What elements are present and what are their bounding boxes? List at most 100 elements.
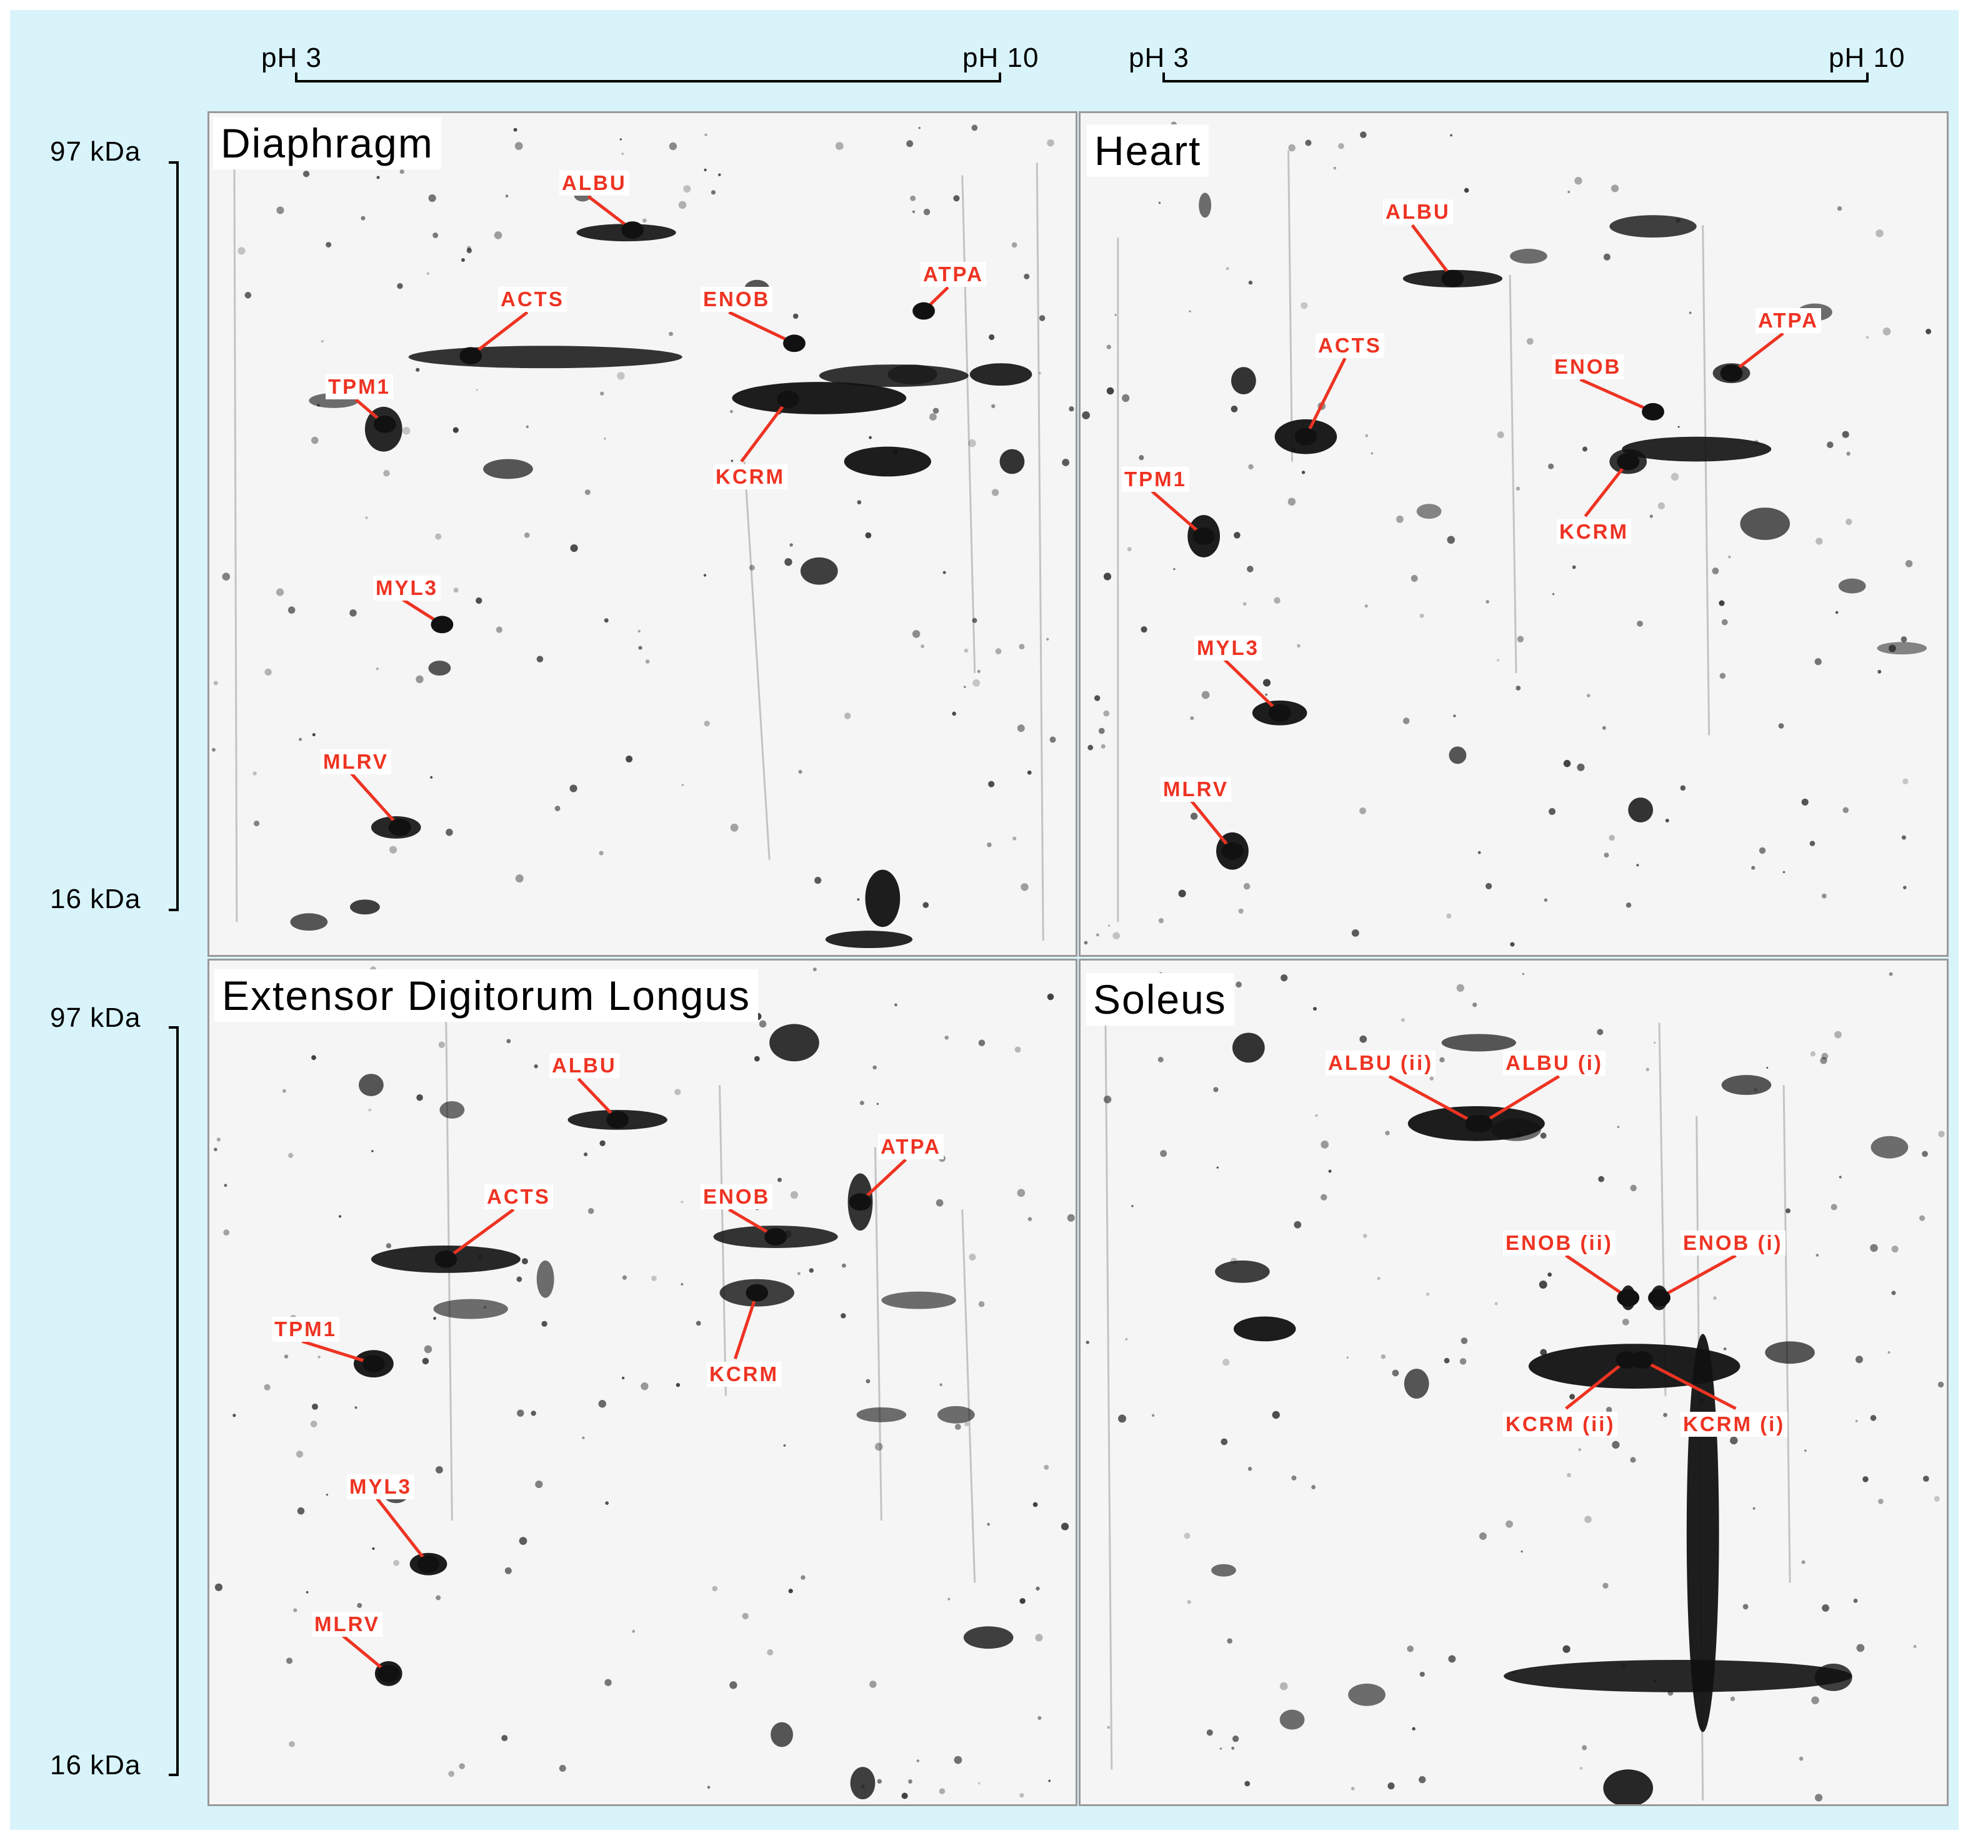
protein-spot (1232, 1032, 1265, 1063)
actin-spot (459, 347, 482, 365)
background-protein-spot (422, 1357, 429, 1365)
background-protein-spot (1247, 566, 1254, 572)
background-protein-spot (1752, 1507, 1756, 1510)
leader-line-creatine-kinase-isoform-i-spot (1641, 1358, 1737, 1411)
background-protein-spot (754, 1056, 760, 1062)
background-protein-spot (1107, 924, 1111, 927)
background-protein-spot (1759, 847, 1766, 854)
background-protein-spot (1579, 1767, 1583, 1770)
spot-label-kcrm-ii: KCRM (ii) (1503, 1412, 1618, 1437)
background-protein-spot (642, 218, 647, 223)
background-protein-spot (383, 469, 390, 477)
mw-high-label-bottom: 97 kDa (50, 1002, 141, 1033)
background-protein-spot (678, 201, 687, 209)
background-protein-spot (1321, 1194, 1327, 1201)
background-protein-spot (524, 532, 530, 538)
background-protein-spot (276, 206, 284, 214)
background-protein-spot (1728, 556, 1731, 559)
background-protein-spot (632, 1630, 636, 1633)
background-protein-spot (354, 1406, 357, 1409)
background-protein-spot (857, 500, 862, 505)
protein-spot (850, 1767, 876, 1800)
background-protein-spot (416, 675, 424, 684)
background-protein-spot (1049, 736, 1056, 743)
spot-label-enob-ii: ENOB (ii) (1503, 1231, 1616, 1256)
background-protein-spot (393, 1559, 399, 1566)
creatine-kinase-spot (777, 391, 799, 408)
background-protein-spot (1646, 1067, 1649, 1071)
leader-line-albumin-isoform-i-spot (1480, 1075, 1560, 1125)
background-protein-spot (1453, 714, 1456, 717)
gel-streak (1036, 162, 1044, 941)
background-protein-spot (1938, 1131, 1945, 1137)
background-protein-spot (1497, 659, 1500, 662)
background-protein-spot (707, 1786, 711, 1789)
background-protein-spot (1521, 1550, 1523, 1553)
background-protein-spot (311, 1403, 318, 1410)
background-protein-spot (929, 413, 937, 421)
background-protein-spot (789, 543, 793, 547)
leader-line-albumin-spot (1411, 224, 1454, 280)
gel-streak (1287, 150, 1294, 462)
background-protein-spot (749, 564, 755, 571)
background-protein-spot (947, 1597, 951, 1601)
background-protein-spot (1901, 835, 1906, 840)
beta-enolase-spot (764, 1228, 787, 1246)
mw-range-bracket-top (169, 161, 179, 911)
background-protein-spot (759, 1020, 767, 1028)
myosin-regulatory-light-chain-spot (377, 1664, 400, 1682)
background-protein-spot (792, 313, 799, 319)
protein-spot (428, 661, 451, 676)
atp-synthase-alpha-spot (849, 1193, 872, 1211)
background-protein-spot (783, 1444, 786, 1447)
background-protein-spot (1101, 744, 1106, 749)
background-protein-spot (1444, 1357, 1450, 1364)
albumin-isoform-i-spot (1470, 1114, 1493, 1132)
background-protein-spot (963, 686, 966, 689)
beta-enolase-isoform-i-spot (1648, 1289, 1671, 1307)
background-protein-spot (541, 1321, 547, 1327)
background-protein-spot (977, 669, 981, 673)
background-protein-spot (1365, 434, 1369, 437)
tropomyosin-spot (1192, 527, 1216, 545)
background-protein-spot (1107, 1726, 1111, 1729)
background-protein-spot (1021, 883, 1029, 891)
myosin-light-chain-3-spot (417, 1555, 440, 1573)
background-protein-spot (1236, 981, 1242, 988)
background-protein-spot (534, 1064, 538, 1069)
background-protein-spot (865, 532, 872, 539)
background-protein-spot (1778, 723, 1784, 729)
protein-spot (969, 363, 1032, 386)
background-protein-spot (1856, 1356, 1863, 1364)
background-protein-spot (1882, 327, 1891, 336)
background-protein-spot (812, 967, 817, 972)
leader-line-beta-enolase-spot (1579, 377, 1654, 414)
background-protein-spot (1288, 144, 1296, 152)
background-protein-spot (1402, 717, 1410, 724)
background-protein-spot (954, 1756, 962, 1764)
background-protein-spot (869, 1681, 877, 1688)
protein-spot (1721, 1075, 1772, 1096)
spot-label-albu-ii: ALBU (ii) (1326, 1051, 1436, 1076)
background-protein-spot (1820, 1057, 1827, 1064)
background-protein-spot (645, 659, 650, 664)
background-protein-spot (1328, 1169, 1332, 1173)
background-protein-spot (357, 1602, 362, 1608)
protein-spot (771, 1722, 793, 1747)
background-protein-spot (1061, 1522, 1069, 1531)
background-protein-spot (1027, 770, 1032, 775)
background-protein-spot (1516, 486, 1521, 491)
background-protein-spot (1606, 1407, 1612, 1413)
background-protein-spot (1472, 1002, 1477, 1007)
background-protein-spot (1799, 1756, 1804, 1761)
leader-line-beta-enolase-isoform-ii-spot (1565, 1254, 1629, 1299)
background-protein-spot (349, 609, 357, 617)
background-protein-spot (968, 439, 976, 447)
background-protein-spot (569, 784, 577, 792)
background-protein-spot (1926, 328, 1932, 334)
background-protein-spot (416, 1094, 423, 1101)
background-protein-spot (923, 208, 931, 216)
background-protein-spot (730, 823, 739, 832)
background-protein-spot (1522, 972, 1525, 976)
protein-spot (732, 382, 907, 414)
